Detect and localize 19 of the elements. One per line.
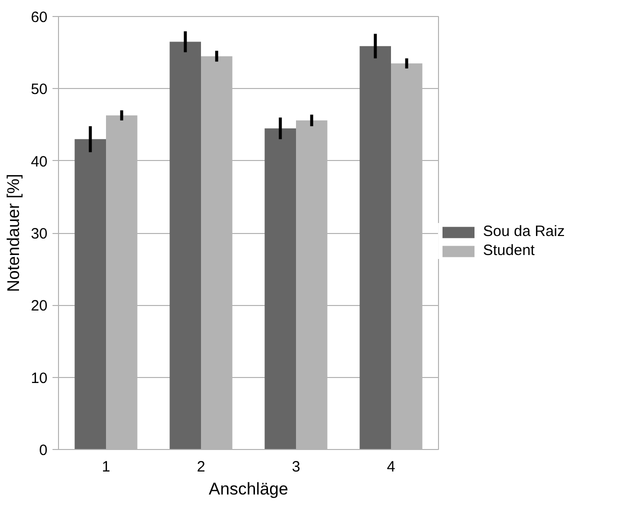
y-tick-label: 10 — [30, 370, 48, 387]
x-tick-label: 4 — [386, 458, 396, 476]
y-axis-title: Notendauer [%] — [4, 174, 23, 292]
legend-label: Student — [483, 242, 535, 259]
x-tick-label: 2 — [196, 458, 206, 476]
x-axis-title: Anschläge — [208, 480, 288, 498]
x-tick-label: 1 — [102, 458, 110, 476]
bar — [264, 128, 296, 450]
y-tick-label: 20 — [30, 298, 48, 315]
y-tick-label: 60 — [30, 9, 48, 26]
bar — [360, 46, 391, 450]
x-tick-label: 3 — [292, 458, 300, 476]
y-tick-label: 30 — [30, 226, 48, 242]
y-tick-label: 0 — [39, 442, 48, 459]
bar — [74, 139, 106, 450]
bar — [170, 42, 201, 450]
y-tick-label: 50 — [30, 81, 48, 98]
legend-label: Sou da Raiz — [483, 223, 565, 240]
y-tick-label: 40 — [30, 153, 48, 170]
